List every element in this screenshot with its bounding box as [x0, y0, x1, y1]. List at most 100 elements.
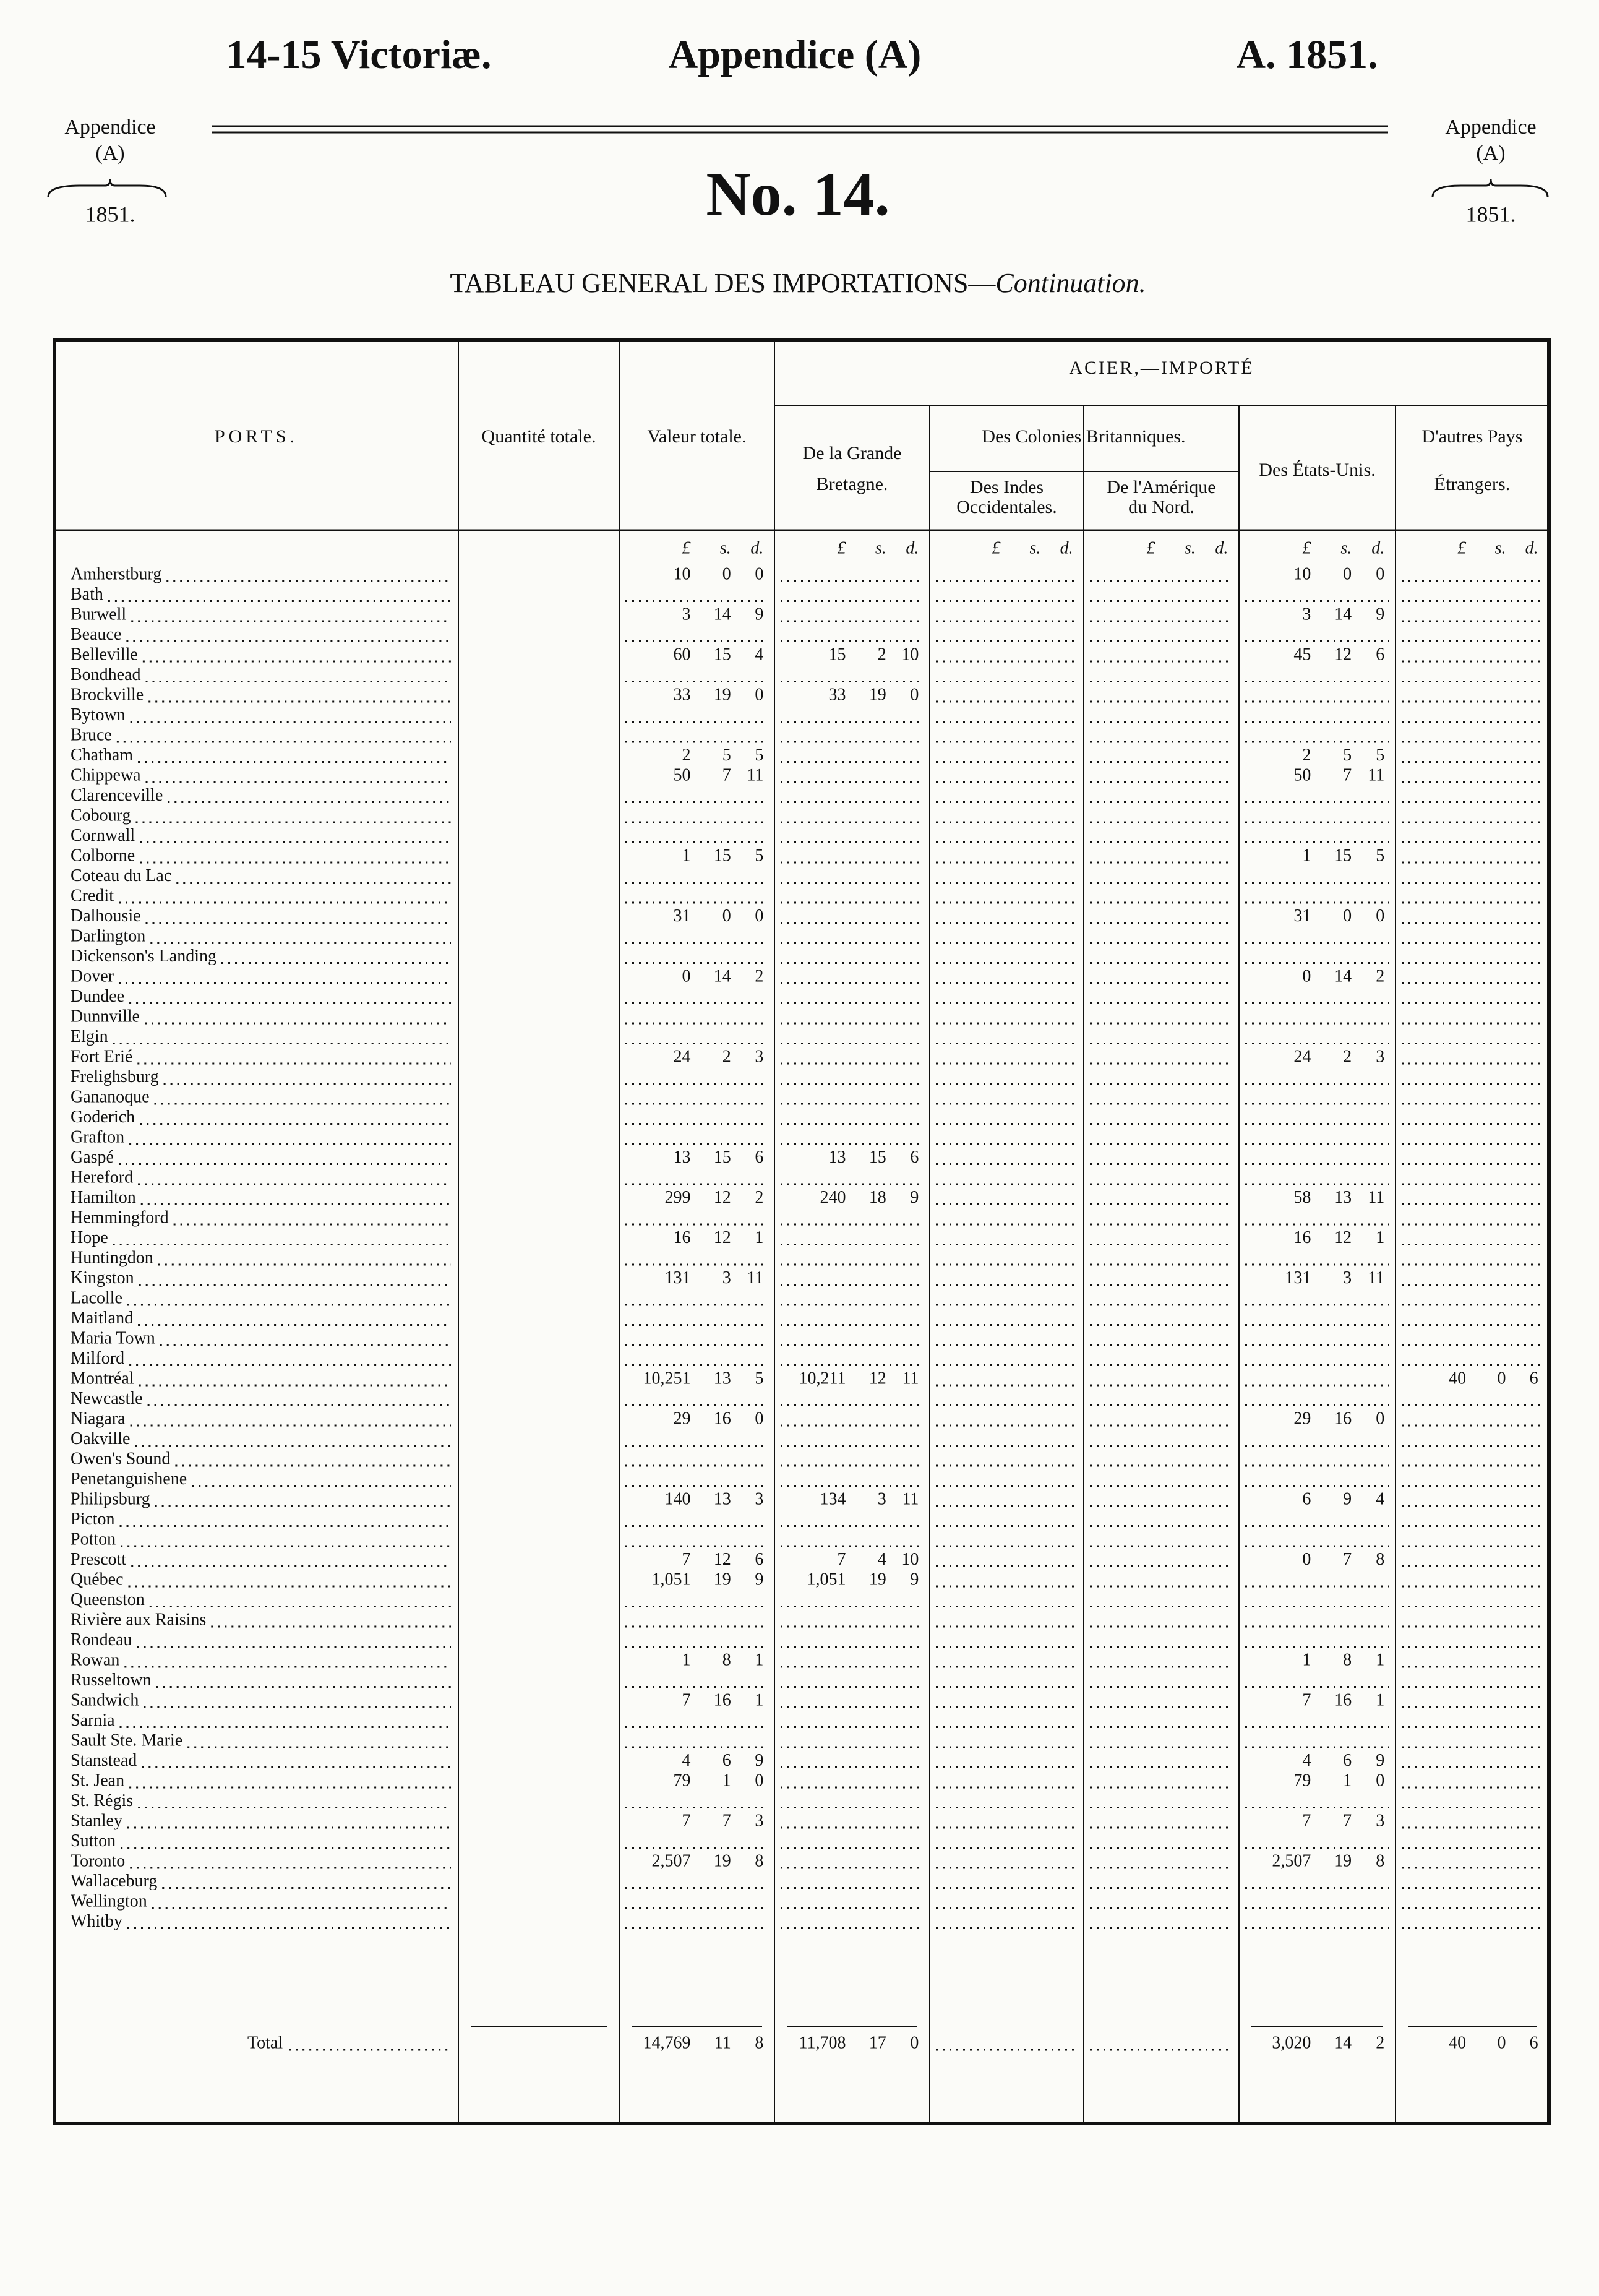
- cell-value: 5: [1376, 846, 1384, 865]
- cell-value: 4: [682, 1751, 690, 1770]
- cell-value: 9: [755, 1751, 763, 1770]
- unit-label: d.: [1525, 538, 1538, 557]
- cell-value: 2,507: [1272, 1851, 1311, 1870]
- port-name: Hemmingford: [71, 1208, 169, 1227]
- port-name: Niagara: [71, 1409, 126, 1428]
- cell-value: 15: [869, 1148, 886, 1167]
- cell-value: 6: [722, 1751, 731, 1770]
- cell-value: 79: [1293, 1771, 1311, 1790]
- port-name: Wellington: [71, 1891, 147, 1911]
- cell-value: 9: [1343, 1489, 1352, 1508]
- cell-value: 2: [1302, 746, 1311, 765]
- port-name: Stanstead: [71, 1751, 137, 1770]
- cell-value: 0: [755, 1409, 763, 1428]
- cell-value: 9: [755, 1570, 763, 1589]
- port-name: Rowan: [71, 1650, 119, 1669]
- port-name: Whitby: [71, 1912, 122, 1931]
- cell-value: 16: [1293, 1228, 1311, 1247]
- cell-value: 1,051: [807, 1570, 846, 1589]
- cell-value: 0: [1376, 564, 1384, 583]
- port-name: Dundee: [71, 987, 124, 1006]
- port-name: Sault Ste. Marie: [71, 1731, 182, 1750]
- port-name: Credit: [71, 886, 114, 905]
- port-name: Sarnia: [71, 1711, 115, 1730]
- port-name: Québec: [71, 1570, 124, 1589]
- table-border: [53, 338, 1551, 2125]
- port-name: Milford: [71, 1349, 124, 1368]
- cell-value: 19: [714, 685, 731, 704]
- cell-value: 3: [1343, 1268, 1352, 1288]
- header-left: 14-15 Victoriæ.: [226, 32, 492, 77]
- port-name: Rondeau: [71, 1630, 132, 1649]
- cell-value: 10,251: [643, 1369, 690, 1388]
- cell-value: 8: [1343, 1650, 1352, 1669]
- cell-value: 10: [901, 645, 919, 664]
- cell-value: 6: [755, 1550, 763, 1569]
- cell-value: 2: [1376, 2033, 1384, 2052]
- port-name: Stanley: [71, 1811, 122, 1830]
- port-name: Owen's Sound: [71, 1449, 170, 1468]
- cell-value: 29: [673, 1409, 690, 1428]
- total-label: Total: [247, 2033, 283, 2052]
- port-name: Frelighsburg: [71, 1067, 159, 1086]
- cell-value: 7: [722, 1811, 731, 1830]
- cell-value: 1: [682, 1650, 690, 1669]
- port-name: Grafton: [71, 1127, 124, 1146]
- unit-label: £: [837, 538, 846, 557]
- cell-value: 3: [1376, 1047, 1384, 1066]
- cell-value: 50: [673, 765, 690, 785]
- unit-label: d.: [1060, 538, 1073, 557]
- table: PORTS. Quantité totale. Valeur totale. ACIE…: [53, 338, 1551, 2125]
- cell-value: 299: [664, 1188, 690, 1207]
- cell-value: 7: [722, 765, 731, 785]
- cell-value: 0: [722, 564, 731, 583]
- cell-value: 1: [1343, 1771, 1352, 1790]
- column-header: D'autres Pays: [1422, 426, 1523, 447]
- cell-value: 0: [1498, 2033, 1506, 2052]
- cell-value: 5: [1376, 746, 1384, 765]
- cell-value: 3: [755, 1811, 763, 1830]
- port-name: Queenston: [71, 1590, 145, 1609]
- port-name: Lacolle: [71, 1288, 122, 1307]
- cell-value: 16: [714, 1690, 731, 1709]
- cell-value: 14: [1334, 604, 1352, 624]
- unit-label: d.: [1371, 538, 1384, 557]
- port-name: Montréal: [71, 1369, 134, 1388]
- port-name: Chippewa: [71, 765, 141, 785]
- cell-value: 9: [755, 604, 763, 624]
- port-name: Darlington: [71, 926, 145, 945]
- cell-value: 9: [1376, 1751, 1384, 1770]
- cell-value: 24: [1293, 1047, 1311, 1066]
- cell-value: 11: [902, 1489, 919, 1508]
- cell-value: 11: [714, 2033, 731, 2052]
- port-name: Prescott: [71, 1550, 126, 1569]
- brace: [47, 179, 167, 197]
- column-header: Bretagne.: [817, 474, 888, 494]
- cell-value: 0: [910, 2033, 919, 2052]
- cell-value: 3: [878, 1489, 886, 1508]
- port-name: Beauce: [71, 625, 121, 644]
- port-name: Cornwall: [71, 826, 135, 845]
- cell-value: 11,708: [799, 2033, 846, 2052]
- cell-value: 7: [1343, 1811, 1352, 1830]
- margin-year: 1851.: [85, 202, 135, 226]
- cell-value: 17: [869, 2033, 886, 2052]
- cell-value: 6: [755, 1148, 763, 1167]
- column-header: De la Grande: [803, 443, 902, 463]
- unit-label: £: [682, 538, 691, 557]
- margin-sub: (A): [95, 142, 124, 165]
- header-right: A. 1851.: [1236, 32, 1378, 77]
- cell-value: 40: [1449, 1369, 1466, 1388]
- cell-value: 7: [682, 1550, 690, 1569]
- cell-value: 11: [1368, 1188, 1384, 1207]
- cell-value: 11: [902, 1369, 919, 1388]
- cell-value: 58: [1293, 1188, 1311, 1207]
- cell-value: 0: [1498, 1369, 1506, 1388]
- cell-value: 7: [682, 1690, 690, 1709]
- cell-value: 5: [1343, 746, 1352, 765]
- cell-value: 2: [1343, 1047, 1352, 1066]
- margin-year: 1851.: [1466, 202, 1516, 226]
- cell-value: 2: [1376, 966, 1384, 986]
- cell-value: 2: [722, 1047, 731, 1066]
- cell-value: 0: [755, 1771, 763, 1790]
